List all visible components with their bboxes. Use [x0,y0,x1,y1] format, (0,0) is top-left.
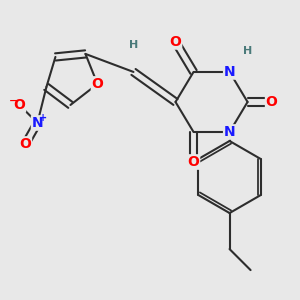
Text: N: N [224,65,236,79]
Text: O: O [20,137,31,151]
Text: −: − [9,95,19,106]
Text: O: O [92,77,104,91]
Text: N: N [32,116,43,130]
Text: H: H [243,46,252,56]
Text: O: O [188,155,200,169]
Text: N: N [224,125,236,139]
Text: +: + [39,112,47,123]
Text: H: H [129,40,138,50]
Text: O: O [266,95,278,109]
Text: O: O [169,35,181,49]
Text: O: O [14,98,25,112]
